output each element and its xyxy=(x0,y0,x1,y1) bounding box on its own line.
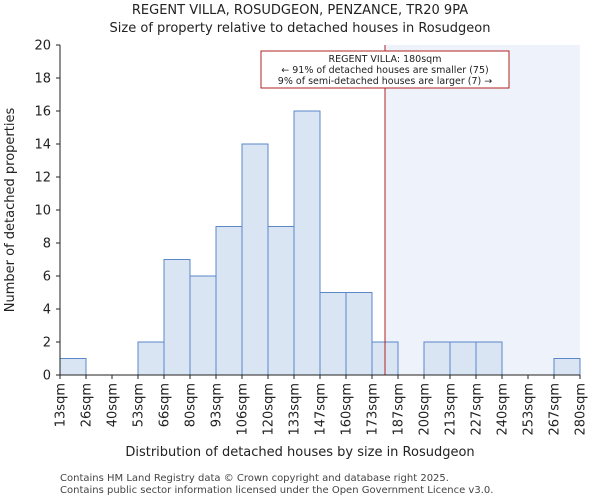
x-tick-label-66sqm: 66sqm xyxy=(158,383,173,427)
chart-title: REGENT VILLA, ROSUDGEON, PENZANCE, TR20 … xyxy=(132,3,468,18)
x-tick-label-13sqm: 13sqm xyxy=(54,383,69,427)
bar-93sqm xyxy=(215,226,243,376)
plot-area: REGENT VILLA: 180sqm← 91% of detached ho… xyxy=(34,39,588,436)
y-tick-label-8: 8 xyxy=(43,237,51,252)
x-tick-label-240sqm: 240sqm xyxy=(496,383,511,436)
x-tick-label-187sqm: 187sqm xyxy=(392,383,407,436)
bar-80sqm xyxy=(189,275,217,376)
bar-200sqm xyxy=(423,341,451,376)
bar-106sqm xyxy=(241,143,269,376)
x-tick-label-40sqm: 40sqm xyxy=(106,383,121,427)
bar-227sqm xyxy=(475,341,503,376)
bar-147sqm xyxy=(319,292,347,376)
x-tick-label-213sqm: 213sqm xyxy=(444,383,459,436)
bar-13sqm xyxy=(59,358,87,376)
x-axis-label: Distribution of detached houses by size … xyxy=(125,445,474,460)
x-tick-label-93sqm: 93sqm xyxy=(210,383,225,427)
footer-line-1: Contains HM Land Registry data © Crown c… xyxy=(60,473,449,484)
x-tick-label-280sqm: 280sqm xyxy=(574,383,589,436)
x-tick-label-26sqm: 26sqm xyxy=(80,383,95,427)
x-tick-label-227sqm: 227sqm xyxy=(470,383,485,436)
footer-line-2: Contains public sector information licen… xyxy=(60,485,493,496)
bar-53sqm xyxy=(137,341,165,376)
y-tick-label-2: 2 xyxy=(43,336,51,351)
x-tick-label-160sqm: 160sqm xyxy=(340,383,355,436)
x-tick-label-173sqm: 173sqm xyxy=(366,383,381,436)
bar-133sqm xyxy=(293,110,321,376)
x-tick-label-106sqm: 106sqm xyxy=(236,383,251,436)
y-tick-label-4: 4 xyxy=(43,303,51,318)
y-tick-label-16: 16 xyxy=(34,105,51,120)
annotation-line-2: ← 91% of detached houses are smaller (75… xyxy=(281,65,488,76)
x-tick-label-133sqm: 133sqm xyxy=(288,383,303,436)
x-tick-label-200sqm: 200sqm xyxy=(418,383,433,436)
y-tick-label-6: 6 xyxy=(43,270,51,285)
annotation-line-1: REGENT VILLA: 180sqm xyxy=(329,54,442,65)
bar-120sqm xyxy=(267,226,295,376)
y-tick-label-0: 0 xyxy=(43,369,51,384)
x-tick-label-53sqm: 53sqm xyxy=(132,383,147,427)
bar-267sqm xyxy=(553,358,581,376)
bar-66sqm xyxy=(163,259,191,376)
bar-160sqm xyxy=(345,292,373,376)
y-tick-label-14: 14 xyxy=(34,138,51,153)
y-axis-label: Number of detached properties xyxy=(3,108,18,313)
x-tick-label-80sqm: 80sqm xyxy=(184,383,199,427)
y-tick-label-12: 12 xyxy=(34,171,51,186)
y-tick-label-10: 10 xyxy=(34,204,51,219)
y-tick-label-20: 20 xyxy=(34,39,51,54)
x-tick-label-267sqm: 267sqm xyxy=(548,383,563,436)
y-tick-label-18: 18 xyxy=(34,72,51,87)
x-tick-label-147sqm: 147sqm xyxy=(314,383,329,436)
x-tick-label-253sqm: 253sqm xyxy=(522,383,537,436)
x-tick-label-120sqm: 120sqm xyxy=(262,383,277,436)
annotation-box xyxy=(260,50,510,89)
highlight-region xyxy=(385,45,580,375)
chart-subtitle: Size of property relative to detached ho… xyxy=(110,21,491,36)
annotation-line-3: 9% of semi-detached houses are larger (7… xyxy=(278,76,492,87)
bar-213sqm xyxy=(449,341,477,376)
